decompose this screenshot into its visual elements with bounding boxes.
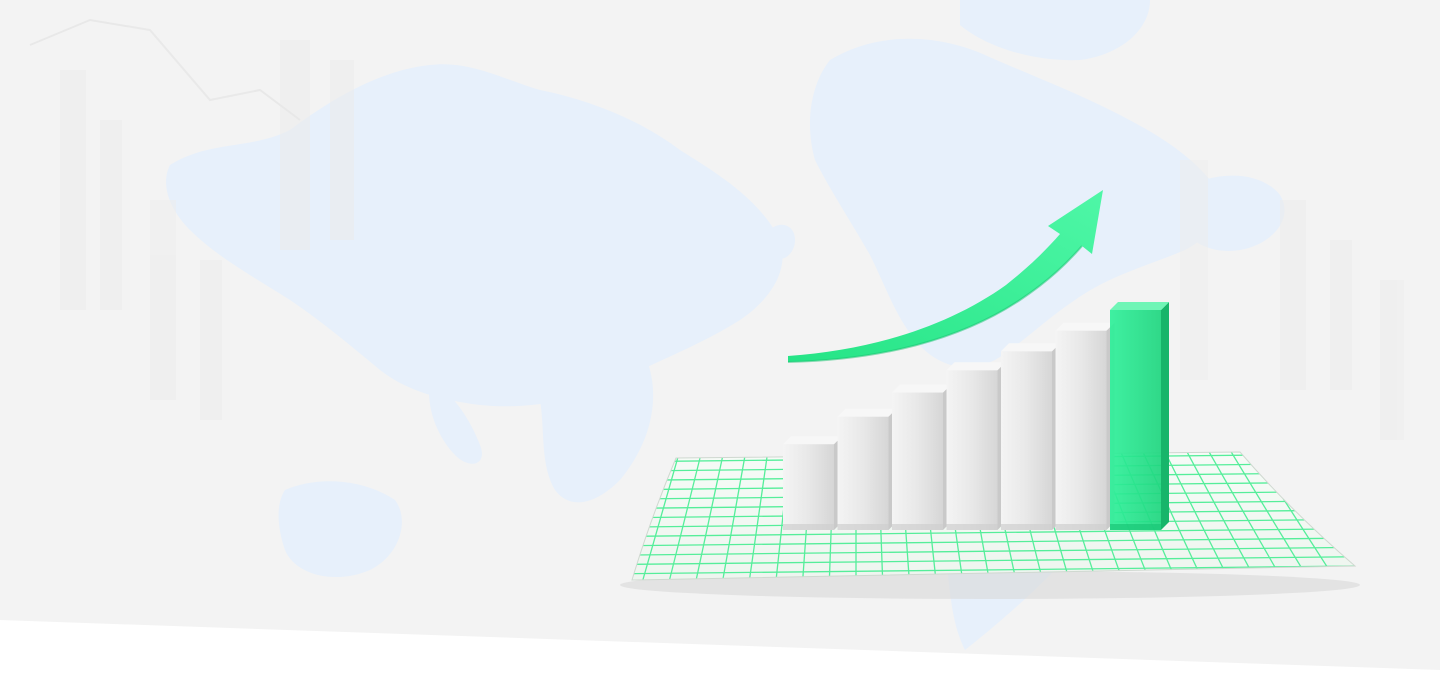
bar-highlight bbox=[1110, 302, 1169, 530]
grid-line bbox=[632, 528, 1355, 538]
bar bbox=[892, 384, 951, 530]
grid-line bbox=[720, 452, 747, 580]
grid-line bbox=[639, 452, 681, 580]
ghost-chart bbox=[29, 18, 1404, 440]
bar bbox=[946, 362, 1006, 530]
grid-line bbox=[1185, 452, 1262, 580]
grid-line bbox=[632, 546, 1355, 556]
bar bbox=[1001, 343, 1060, 530]
grid-line bbox=[666, 452, 703, 580]
bar bbox=[783, 436, 842, 530]
rising-arrow bbox=[787, 190, 1103, 363]
grid-line bbox=[632, 565, 1355, 575]
grid-line bbox=[693, 452, 725, 580]
grid-line bbox=[632, 556, 1355, 566]
bar-group bbox=[783, 302, 1169, 530]
grid-line bbox=[1163, 452, 1235, 580]
bar bbox=[837, 408, 897, 530]
grid-line bbox=[1207, 452, 1289, 580]
grid-line bbox=[747, 452, 769, 580]
bar bbox=[1055, 322, 1115, 530]
